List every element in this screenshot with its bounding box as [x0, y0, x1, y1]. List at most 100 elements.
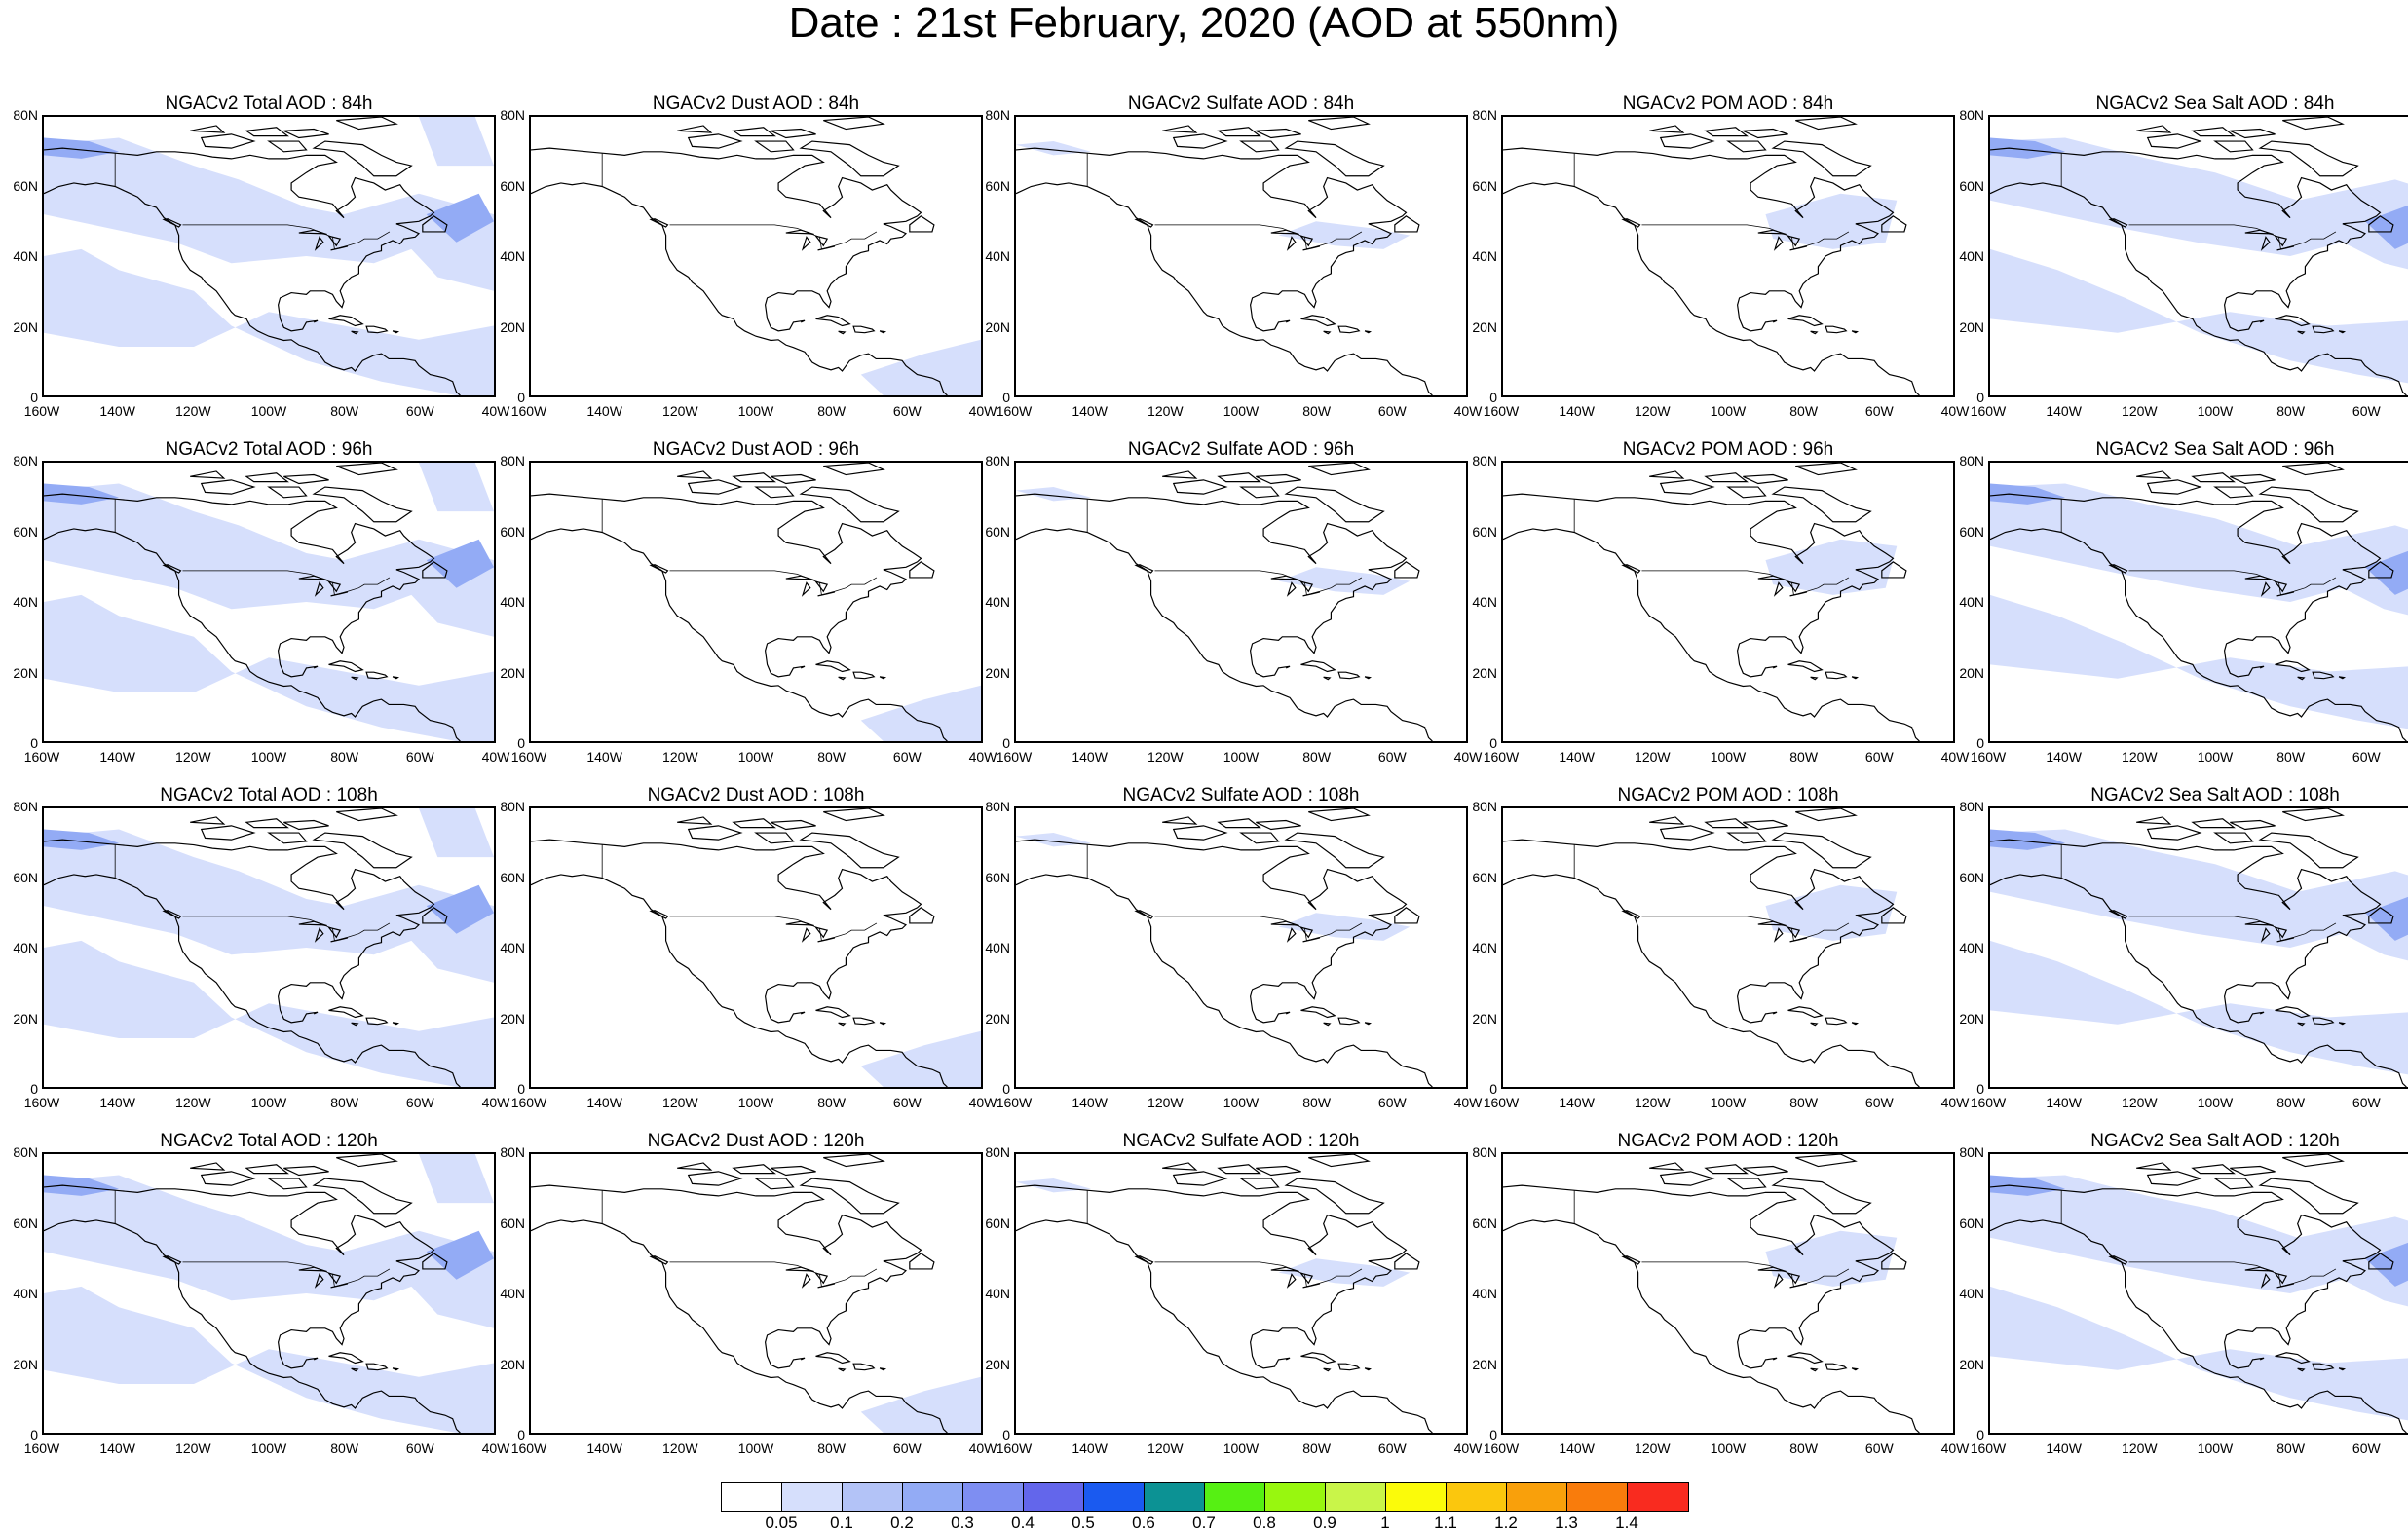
coastline [336, 463, 398, 476]
coastline [2338, 330, 2347, 334]
coastline [1364, 1367, 1373, 1371]
aod-map [1016, 808, 1433, 1087]
y-tick-label: 80N [500, 107, 525, 123]
great-lake-outline [314, 236, 324, 251]
coastline [2230, 1165, 2276, 1177]
coastline [2275, 660, 2311, 673]
great-lake-outline [1757, 1266, 1787, 1273]
great-lake-outline [2244, 575, 2274, 581]
coastline [1787, 1006, 1824, 1019]
great-lake-outline [2260, 927, 2271, 943]
y-tick-label: 0 [1002, 1427, 1010, 1442]
map-panel: NGACv2 Dust AOD : 108h 80N 60N 40N 20N 0 160W 1… [500, 785, 997, 1131]
x-tick-label: 160W [510, 403, 547, 419]
x-tick-label: 160W [996, 403, 1033, 419]
coastline [531, 839, 922, 1024]
coastline [328, 1352, 364, 1365]
coastline [909, 561, 935, 579]
coastline [1284, 486, 1385, 523]
y-tick-label: 40N [985, 940, 1010, 955]
coastline [1337, 1363, 1361, 1371]
x-tick-label: 160W [1483, 403, 1520, 419]
panel-title: NGACv2 Total AOD : 96h [165, 439, 373, 460]
coastline [1016, 1219, 1433, 1433]
x-tick-label: 160W [510, 749, 547, 765]
y-tick-label: 0 [1489, 1081, 1497, 1097]
coastline [422, 1253, 448, 1270]
x-tick-label: 160W [23, 749, 60, 765]
y-tick-label: 0 [1489, 1427, 1497, 1442]
great-lake-outline [1299, 926, 1314, 939]
great-lake-outline [2274, 580, 2288, 593]
coastline [2136, 1162, 2172, 1171]
coastline [2230, 473, 2276, 485]
coastline [754, 140, 795, 153]
coastline [200, 133, 256, 149]
coastline [1256, 128, 1301, 139]
y-tick-label: 80N [1959, 107, 1984, 123]
great-lake-outline [1299, 235, 1314, 247]
x-tick-label: 120W [662, 1440, 698, 1456]
coastline [2312, 325, 2335, 334]
y-tick-label: 80N [13, 1144, 38, 1160]
coastline [336, 808, 398, 822]
x-tick-label: 60W [2352, 1440, 2381, 1456]
x-tick-label: 80W [1789, 403, 1819, 419]
coastline [1771, 1178, 1872, 1215]
x-tick-label: 140W [2046, 749, 2082, 765]
coastline [2297, 1367, 2306, 1372]
coastline [1239, 832, 1280, 844]
coastline [852, 1017, 876, 1026]
map-area [1501, 461, 1955, 743]
coastline [1851, 1367, 1860, 1371]
coastline [2275, 1006, 2311, 1019]
coastline [1787, 1352, 1824, 1365]
panel-title: NGACv2 Sea Salt AOD : 108h [2090, 785, 2340, 805]
coastline [1016, 147, 1408, 332]
colorbar-swatch [1567, 1483, 1628, 1511]
coastline [190, 125, 226, 133]
x-tick-label: 60W [892, 403, 922, 419]
coastline [815, 1006, 851, 1019]
map-area [1014, 1152, 1468, 1435]
x-tick-label: 40W [481, 1095, 510, 1110]
coastline [1743, 1165, 1788, 1177]
x-tick-label: 40W [1453, 1440, 1483, 1456]
coastline [909, 907, 935, 924]
x-tick-label: 160W [996, 1440, 1033, 1456]
colorbar-label: 1.2 [1494, 1514, 1518, 1532]
coastline [1394, 215, 1420, 233]
coastline [1016, 839, 1408, 1024]
x-tick-label: 100W [2197, 403, 2234, 419]
coastline [351, 1367, 359, 1372]
y-tick-label: 20N [13, 664, 38, 681]
x-tick-label: 60W [405, 1440, 434, 1456]
great-lake-outline [1757, 920, 1787, 927]
panel-title: NGACv2 Sulfate AOD : 120h [1122, 1131, 1360, 1151]
great-lake-outline [1270, 920, 1299, 927]
coastline [312, 140, 413, 177]
y-tick-label: 60N [1472, 869, 1497, 885]
map-area [42, 806, 496, 1089]
aod-map [1016, 117, 1433, 395]
coastline [1337, 671, 1361, 680]
x-tick-label: 140W [1559, 1095, 1595, 1110]
coastline [1284, 140, 1385, 177]
coastline [1704, 818, 1749, 829]
x-tick-label: 60W [2352, 1095, 2381, 1110]
colorbar-swatch [1507, 1483, 1567, 1511]
x-tick-label: 80W [1302, 1095, 1332, 1110]
y-tick-label: 80N [1472, 799, 1497, 814]
y-tick-label: 80N [13, 453, 38, 468]
y-tick-label: 80N [985, 1144, 1010, 1160]
coastline [2368, 215, 2394, 233]
great-lake-outline [1773, 581, 1784, 597]
coastline [1990, 1219, 2407, 1433]
coastline [1726, 486, 1767, 499]
coastline [732, 1164, 776, 1175]
coastline [1990, 147, 2382, 332]
coastline [531, 493, 922, 678]
coastline [2146, 479, 2202, 495]
coastline [815, 660, 851, 673]
coastline [2136, 125, 2172, 133]
